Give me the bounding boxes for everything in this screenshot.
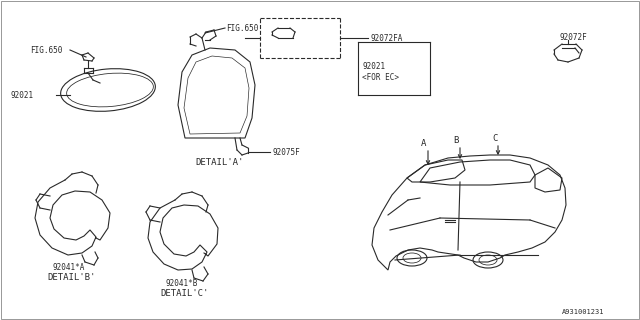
Text: 92041*B: 92041*B — [165, 279, 197, 289]
Text: A: A — [421, 139, 427, 148]
Text: 92041*A: 92041*A — [52, 263, 84, 273]
Text: DETAIL'A': DETAIL'A' — [195, 157, 243, 166]
Text: DETAIL'C': DETAIL'C' — [160, 290, 209, 299]
Text: DETAIL'B': DETAIL'B' — [47, 274, 95, 283]
Text: B: B — [453, 135, 459, 145]
Text: FIG.650: FIG.650 — [30, 45, 62, 54]
Text: 92021
<FOR EC>: 92021 <FOR EC> — [362, 62, 399, 82]
Text: 92072FA: 92072FA — [370, 34, 403, 43]
Text: 92021: 92021 — [10, 91, 33, 100]
Text: A931001231: A931001231 — [562, 309, 605, 315]
Text: 92075F: 92075F — [272, 148, 300, 156]
Text: FIG.650: FIG.650 — [226, 23, 259, 33]
Text: C: C — [492, 133, 498, 142]
Text: 92072F: 92072F — [560, 33, 588, 42]
